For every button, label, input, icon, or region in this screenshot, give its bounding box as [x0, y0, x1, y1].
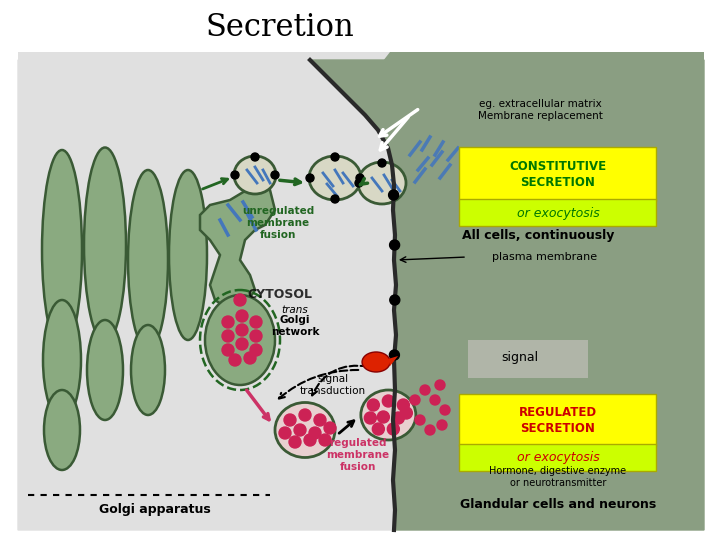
Polygon shape: [388, 356, 398, 366]
Circle shape: [229, 354, 241, 366]
Circle shape: [415, 415, 425, 425]
Circle shape: [410, 395, 420, 405]
Text: plasma membrane: plasma membrane: [492, 252, 598, 262]
Polygon shape: [390, 52, 704, 530]
Circle shape: [294, 424, 306, 436]
Circle shape: [382, 395, 395, 407]
Circle shape: [364, 412, 377, 424]
Text: signal: signal: [501, 352, 539, 365]
FancyBboxPatch shape: [459, 394, 656, 446]
Circle shape: [378, 159, 386, 167]
Circle shape: [400, 407, 413, 419]
Circle shape: [231, 171, 239, 179]
Text: CONSTITUTIVE
SECRETION: CONSTITUTIVE SECRETION: [510, 159, 606, 188]
FancyBboxPatch shape: [459, 444, 656, 471]
Circle shape: [304, 434, 316, 446]
Text: Glandular cells and neurons: Glandular cells and neurons: [460, 498, 656, 511]
Circle shape: [251, 153, 259, 161]
Circle shape: [435, 380, 445, 390]
Circle shape: [222, 344, 234, 356]
Circle shape: [372, 423, 384, 435]
Text: Secretion: Secretion: [206, 12, 354, 44]
Circle shape: [250, 344, 262, 356]
Circle shape: [387, 423, 400, 435]
Polygon shape: [18, 52, 704, 530]
Circle shape: [356, 174, 364, 182]
Ellipse shape: [362, 352, 390, 372]
FancyBboxPatch shape: [459, 147, 656, 201]
Circle shape: [236, 324, 248, 336]
Circle shape: [234, 294, 246, 306]
Circle shape: [377, 411, 390, 423]
Text: Hormone, digestive enzyme
or neurotransmitter: Hormone, digestive enzyme or neurotransm…: [490, 466, 626, 488]
Bar: [18, 52, 704, 530]
Circle shape: [331, 195, 339, 203]
Ellipse shape: [43, 300, 81, 420]
Polygon shape: [310, 60, 704, 530]
Circle shape: [250, 330, 262, 342]
Circle shape: [236, 310, 248, 322]
Circle shape: [222, 330, 234, 342]
Text: trans: trans: [282, 305, 308, 315]
Circle shape: [319, 434, 331, 446]
Ellipse shape: [44, 390, 80, 470]
Ellipse shape: [234, 156, 276, 194]
Circle shape: [331, 153, 339, 161]
Ellipse shape: [205, 295, 275, 385]
Circle shape: [309, 427, 321, 439]
Polygon shape: [18, 60, 396, 530]
Circle shape: [430, 395, 440, 405]
Bar: [18, 52, 698, 530]
Ellipse shape: [358, 162, 406, 204]
Circle shape: [397, 399, 410, 411]
Ellipse shape: [309, 156, 361, 200]
Circle shape: [306, 174, 314, 182]
Circle shape: [390, 295, 400, 305]
Circle shape: [324, 422, 336, 434]
Circle shape: [440, 405, 450, 415]
Bar: [468, 340, 588, 378]
Circle shape: [392, 412, 405, 424]
Text: REGULATED
SECRETION: REGULATED SECRETION: [519, 406, 597, 435]
Circle shape: [367, 399, 379, 411]
Text: unregulated
membrane
fusion: unregulated membrane fusion: [242, 206, 314, 240]
Circle shape: [420, 385, 430, 395]
Circle shape: [279, 427, 291, 439]
Ellipse shape: [42, 150, 82, 350]
Circle shape: [299, 409, 311, 421]
Text: CYTOSOL: CYTOSOL: [248, 288, 312, 301]
Ellipse shape: [275, 402, 335, 457]
FancyBboxPatch shape: [459, 199, 656, 226]
Polygon shape: [200, 185, 275, 310]
Circle shape: [271, 171, 279, 179]
Ellipse shape: [361, 390, 416, 440]
Circle shape: [222, 316, 234, 328]
Circle shape: [289, 436, 301, 448]
Ellipse shape: [84, 147, 126, 342]
Circle shape: [250, 316, 262, 328]
Ellipse shape: [131, 325, 165, 415]
Circle shape: [425, 425, 435, 435]
Text: regulated
membrane
fusion: regulated membrane fusion: [326, 437, 390, 472]
Text: signal
transduction: signal transduction: [300, 374, 366, 396]
Circle shape: [389, 190, 399, 200]
Circle shape: [390, 240, 400, 250]
Circle shape: [437, 420, 447, 430]
Text: or exocytosis: or exocytosis: [517, 206, 599, 219]
Ellipse shape: [128, 170, 168, 350]
Circle shape: [314, 414, 326, 426]
Text: Golgi
network: Golgi network: [271, 315, 319, 337]
Circle shape: [390, 350, 400, 360]
Text: All cells, continuously: All cells, continuously: [462, 228, 614, 241]
Circle shape: [284, 414, 296, 426]
Ellipse shape: [87, 320, 123, 420]
Circle shape: [355, 179, 363, 187]
Circle shape: [244, 352, 256, 364]
Circle shape: [236, 338, 248, 350]
Text: or exocytosis: or exocytosis: [517, 451, 599, 464]
Text: Golgi apparatus: Golgi apparatus: [99, 503, 211, 516]
Ellipse shape: [169, 170, 207, 340]
Text: eg. extracellular matrix
Membrane replacement: eg. extracellular matrix Membrane replac…: [477, 99, 603, 121]
